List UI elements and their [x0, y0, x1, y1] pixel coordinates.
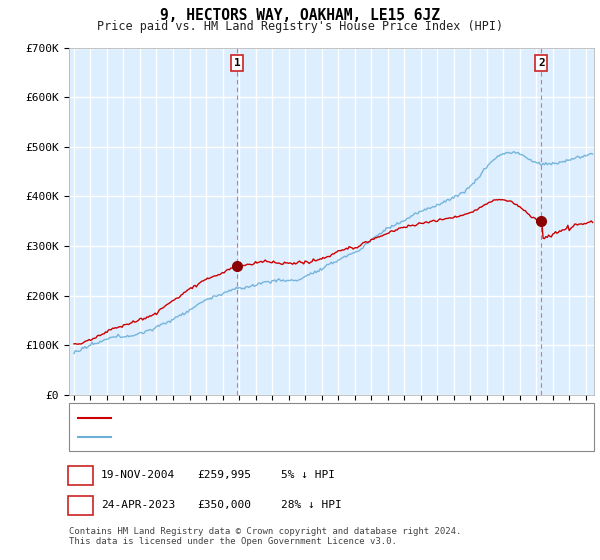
Text: 19-NOV-2004: 19-NOV-2004	[101, 470, 175, 480]
Text: 1: 1	[234, 58, 241, 68]
Text: 2: 2	[77, 500, 84, 510]
Text: £259,995: £259,995	[197, 470, 251, 480]
Text: HPI: Average price, detached house, Rutland: HPI: Average price, detached house, Rutl…	[117, 432, 386, 442]
Text: 9, HECTORS WAY, OAKHAM, LE15 6JZ (detached house): 9, HECTORS WAY, OAKHAM, LE15 6JZ (detach…	[117, 413, 423, 423]
Text: 5% ↓ HPI: 5% ↓ HPI	[281, 470, 335, 480]
Text: Price paid vs. HM Land Registry's House Price Index (HPI): Price paid vs. HM Land Registry's House …	[97, 20, 503, 32]
Text: 1: 1	[77, 470, 84, 480]
Text: 2: 2	[538, 58, 545, 68]
Text: £350,000: £350,000	[197, 500, 251, 510]
Text: 28% ↓ HPI: 28% ↓ HPI	[281, 500, 341, 510]
Text: Contains HM Land Registry data © Crown copyright and database right 2024.
This d: Contains HM Land Registry data © Crown c…	[69, 526, 461, 546]
Text: 9, HECTORS WAY, OAKHAM, LE15 6JZ: 9, HECTORS WAY, OAKHAM, LE15 6JZ	[160, 8, 440, 24]
Text: 24-APR-2023: 24-APR-2023	[101, 500, 175, 510]
